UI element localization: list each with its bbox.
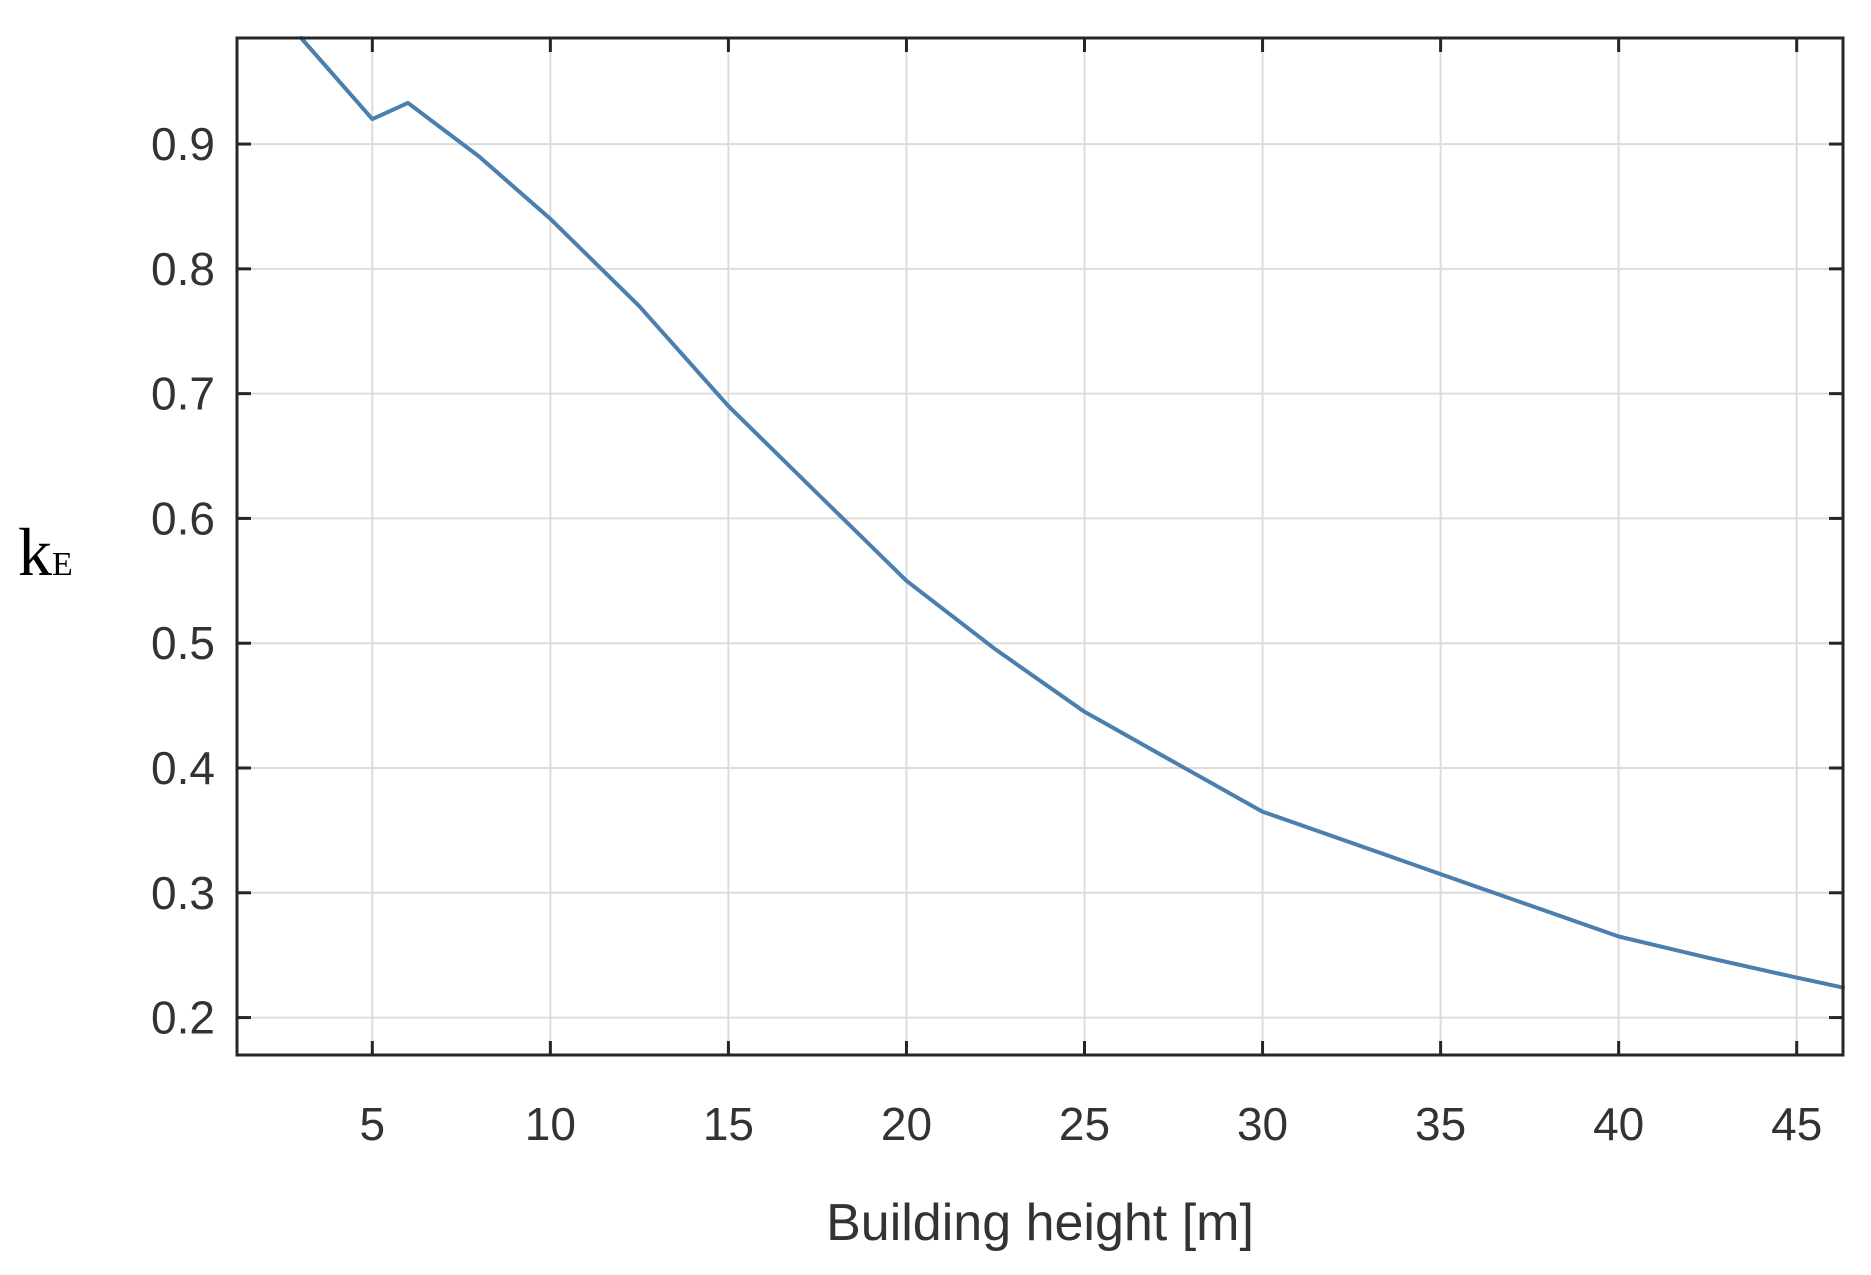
y-tick-label: 0.8 — [151, 243, 215, 295]
y-axis-label-subscript: E — [52, 546, 73, 583]
series-line — [299, 36, 1845, 990]
x-tick-label: 35 — [1415, 1098, 1466, 1150]
grid — [237, 38, 1843, 1055]
x-tick-label: 30 — [1237, 1098, 1288, 1150]
x-tick-labels: 5 10 15 20 25 30 35 40 45 — [360, 1098, 1823, 1150]
y-tick-label: 0.9 — [151, 118, 215, 170]
series-layer — [299, 36, 1845, 990]
y-axis-label-main: k — [18, 514, 52, 590]
x-axis-label: Building height [m] — [826, 1194, 1254, 1252]
y-tick-label: 0.2 — [151, 992, 215, 1044]
y-tick-label: 0.4 — [151, 742, 215, 794]
plot-frame — [235, 36, 1845, 1057]
x-tick-label: 45 — [1771, 1098, 1822, 1150]
x-tick-label: 5 — [360, 1098, 386, 1150]
tick-marks — [237, 38, 1843, 1055]
y-tick-labels: 0.2 0.3 0.4 0.5 0.6 0.7 0.8 0.9 — [151, 118, 215, 1043]
x-tick-label: 25 — [1059, 1098, 1110, 1150]
y-tick-label: 0.5 — [151, 617, 215, 669]
y-tick-label: 0.7 — [151, 368, 215, 420]
y-tick-label: 0.3 — [151, 867, 215, 919]
x-tick-label: 20 — [881, 1098, 932, 1150]
x-tick-label: 15 — [703, 1098, 754, 1150]
y-axis-label: kE — [18, 514, 73, 590]
y-tick-label: 0.6 — [151, 492, 215, 544]
x-tick-label: 40 — [1593, 1098, 1644, 1150]
x-tick-label: 10 — [525, 1098, 576, 1150]
